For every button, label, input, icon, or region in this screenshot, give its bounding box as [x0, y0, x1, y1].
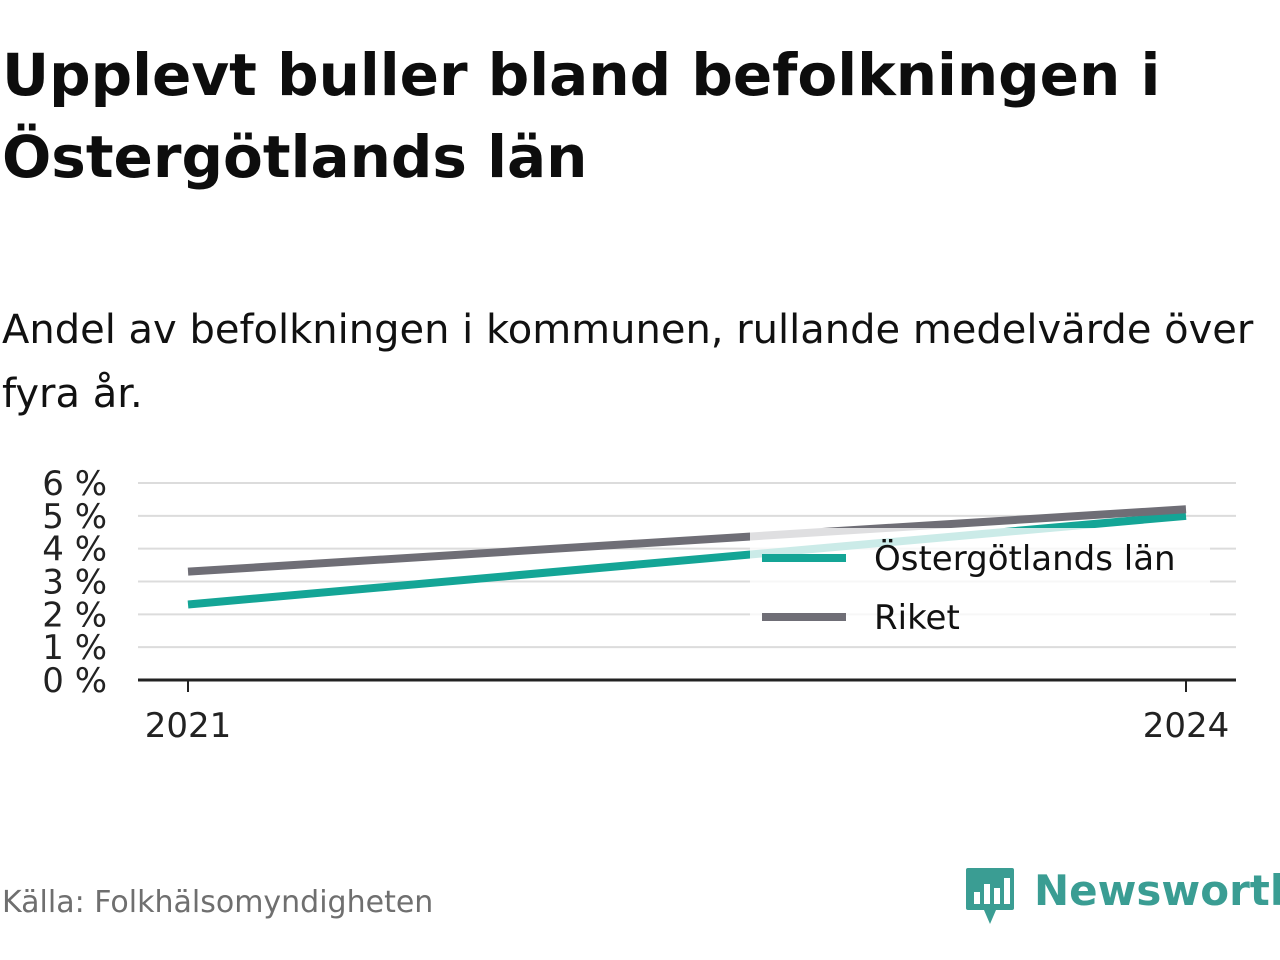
legend-label: Riket: [874, 598, 960, 638]
grid-lines: [138, 482, 1236, 649]
y-tick-label: 6 %: [42, 464, 107, 504]
legend-background: [750, 528, 1210, 646]
chart-subtitle: Andel av befolkningen i kommunen, rullan…: [2, 307, 1254, 417]
newsworthy-logo-icon: [966, 868, 1014, 924]
x-tick-label: 2024: [1143, 706, 1230, 746]
legend: Östergötlands län Riket: [750, 528, 1210, 646]
chart-title: Upplevt buller bland befolkningen i Öste…: [2, 41, 1161, 191]
series-line: [187, 505, 1187, 576]
legend-label: Östergötlands län: [874, 538, 1176, 579]
y-tick-label: 4 %: [42, 530, 107, 570]
brand-name: Newsworthy: [1034, 866, 1280, 915]
y-tick-label: 3 %: [42, 563, 107, 603]
brand-logo: Newsworthy: [964, 864, 1280, 928]
source-note: Källa: Folkhälsomyndigheten: [2, 885, 434, 920]
y-tick-label: 1 %: [42, 628, 107, 668]
y-tick-label: 0 %: [42, 661, 107, 701]
x-tick-label: 2021: [145, 706, 232, 746]
y-axis: 0 %1 %2 %3 %4 %5 %6 %: [42, 464, 107, 701]
x-axis: 2021 2024: [138, 678, 1236, 746]
y-tick-label: 2 %: [42, 595, 107, 635]
y-tick-label: 5 %: [42, 497, 107, 537]
line-chart: 0 %1 %2 %3 %4 %5 %6 % 2021 2024 Östergötl…: [42, 464, 1236, 746]
